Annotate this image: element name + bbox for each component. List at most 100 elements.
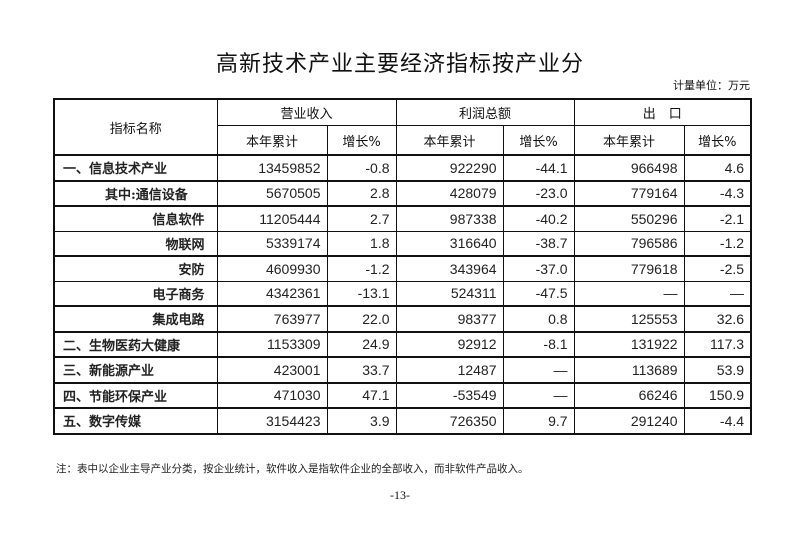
cell-export-growth: -4.3	[683, 179, 752, 207]
row-name: 二、生物医药大健康	[53, 330, 218, 358]
table-row: 二、生物医药大健康 1153309 24.9 92912 -8.1 131922 117.3	[53, 330, 752, 358]
header-profit-growth: 增长%	[502, 125, 575, 156]
cell-revenue-growth: 33.7	[326, 356, 397, 383]
cell-export-growth: 53.9	[683, 356, 752, 383]
cell-profit-total: 987338	[395, 205, 504, 232]
cell-export-growth: -1.2	[683, 230, 752, 257]
cell-export-growth: 150.9	[683, 381, 752, 409]
table-row: 其中:通信设备 5670505 2.8 428079 -23.0 779164 -4.3	[53, 179, 752, 207]
cell-profit-total: 316640	[395, 230, 504, 257]
cell-export-growth: -4.4	[683, 407, 752, 434]
cell-revenue-growth: 1.8	[326, 230, 397, 257]
cell-profit-total: 92912	[395, 330, 504, 358]
header-profit: 利润总额	[395, 98, 575, 126]
header-revenue: 营业收入	[216, 98, 397, 126]
cell-export-total: 966498	[573, 154, 685, 181]
row-name: 四、节能环保产业	[53, 381, 218, 409]
cell-revenue-growth: -13.1	[326, 280, 397, 307]
cell-export-growth: 32.6	[683, 305, 752, 332]
row-name: 三、新能源产业	[53, 356, 218, 383]
cell-export-growth: 4.6	[683, 154, 752, 181]
cell-revenue-growth: 2.8	[326, 179, 397, 207]
page-title: 高新技术产业主要经济指标按产业分	[215, 52, 584, 77]
cell-profit-growth: 0.8	[502, 305, 575, 332]
header-export-growth: 增长%	[683, 125, 752, 156]
cell-export-total: 125553	[573, 305, 685, 332]
cell-profit-total: 98377	[395, 305, 504, 332]
cell-profit-growth: -23.0	[502, 179, 575, 207]
cell-revenue-growth: 24.9	[326, 330, 397, 358]
unit-label: 计量单位：万元	[673, 79, 750, 92]
table-row: 四、节能环保产业 471030 47.1 -53549—66246 150.9	[53, 381, 752, 409]
header-profit-total: 本年累计	[395, 125, 504, 156]
cell-profit-growth: -47.5	[502, 280, 575, 307]
row-name: 集成电路	[53, 305, 218, 332]
header-name: 指标名称	[53, 98, 218, 156]
cell-export-total: 796586	[573, 230, 685, 257]
row-name: 电子商务	[53, 280, 218, 307]
cell-revenue-total: 1153309	[216, 330, 328, 358]
row-name: 一、信息技术产业	[53, 154, 218, 181]
cell-profit-total: 726350	[395, 407, 504, 434]
cell-export-total: 66246	[573, 381, 685, 409]
cell-export-total: 779164	[573, 179, 685, 207]
table-row: 物联网 5339174 1.8 316640 -38.7 796586 -1.2	[53, 230, 752, 257]
row-name: 物联网	[53, 230, 218, 257]
row-name: 安防	[53, 255, 218, 282]
cell-export-growth: 117.3	[683, 330, 752, 358]
cell-revenue-growth: 22.0	[326, 305, 397, 332]
header-revenue-total: 本年累计	[216, 125, 328, 156]
cell-profit-growth: -38.7	[502, 230, 575, 257]
indicators-table: 指标名称 营业收入 利润总额 出 口 本年累计 增长% 本年累计 增长% 本年累…	[53, 98, 753, 435]
cell-profit-total: 343964	[395, 255, 504, 282]
cell-profit-growth: -44.1	[502, 154, 575, 181]
table-row: 安防 4609930 -1.2 343964 -37.0 779618 -2.5	[53, 255, 752, 282]
cell-profit-growth: —	[502, 381, 575, 409]
cell-profit-growth: -40.2	[502, 205, 575, 232]
header-export: 出 口	[573, 98, 752, 126]
cell-revenue-total: 4609930	[216, 255, 328, 282]
cell-profit-growth: -37.0	[502, 255, 575, 282]
row-name: 信息软件	[53, 205, 218, 232]
cell-profit-total: 428079	[395, 179, 504, 207]
cell-export-total: 113689	[573, 356, 685, 383]
table-row: 集成电路 763977 22.0 98377 0.8 125553 32.6	[53, 305, 752, 332]
table-body: 一、信息技术产业 13459852 -0.8 922290 -44.1 966498 4.6…	[53, 154, 752, 434]
row-name: 其中:通信设备	[53, 179, 218, 207]
cell-revenue-growth: 2.7	[326, 205, 397, 232]
cell-revenue-total: 3154423	[216, 407, 328, 434]
table-row: 电子商务 4342361 -13.1 524311 -47.5— —	[53, 280, 752, 307]
cell-profit-total: -53549	[395, 381, 504, 409]
cell-profit-total: 922290	[395, 154, 504, 181]
cell-revenue-total: 13459852	[216, 154, 328, 181]
footnote: 注：表中以企业主导产业分类，按企业统计，软件收入是指软件企业的全部收入，而非软件…	[56, 463, 529, 475]
cell-export-growth: -2.1	[683, 205, 752, 232]
table-row: 三、新能源产业 423001 33.7 12487—113689 53.9	[53, 356, 752, 383]
cell-revenue-growth: -0.8	[326, 154, 397, 181]
cell-export-total: 291240	[573, 407, 685, 434]
cell-revenue-total: 5670505	[216, 179, 328, 207]
cell-revenue-total: 5339174	[216, 230, 328, 257]
cell-export-total: 550296	[573, 205, 685, 232]
cell-export-total: 779618	[573, 255, 685, 282]
cell-export-growth: -2.5	[683, 255, 752, 282]
cell-revenue-growth: 3.9	[326, 407, 397, 434]
cell-revenue-growth: -1.2	[326, 255, 397, 282]
cell-profit-growth: 9.7	[502, 407, 575, 434]
cell-revenue-total: 4342361	[216, 280, 328, 307]
cell-revenue-total: 763977	[216, 305, 328, 332]
cell-revenue-growth: 47.1	[326, 381, 397, 409]
cell-export-total: —	[573, 280, 685, 307]
cell-profit-growth: -8.1	[502, 330, 575, 358]
table-row: 一、信息技术产业 13459852 -0.8 922290 -44.1 966498 4.6	[53, 154, 752, 181]
cell-revenue-total: 11205444	[216, 205, 328, 232]
row-name: 五、数字传媒	[53, 407, 218, 434]
cell-export-growth: —	[683, 280, 752, 307]
header-revenue-growth: 增长%	[326, 125, 397, 156]
cell-export-total: 131922	[573, 330, 685, 358]
cell-profit-total: 12487	[395, 356, 504, 383]
cell-profit-total: 524311	[395, 280, 504, 307]
table-row: 信息软件 11205444 2.7 987338 -40.2 550296 -2.1	[53, 205, 752, 232]
cell-revenue-total: 471030	[216, 381, 328, 409]
cell-revenue-total: 423001	[216, 356, 328, 383]
